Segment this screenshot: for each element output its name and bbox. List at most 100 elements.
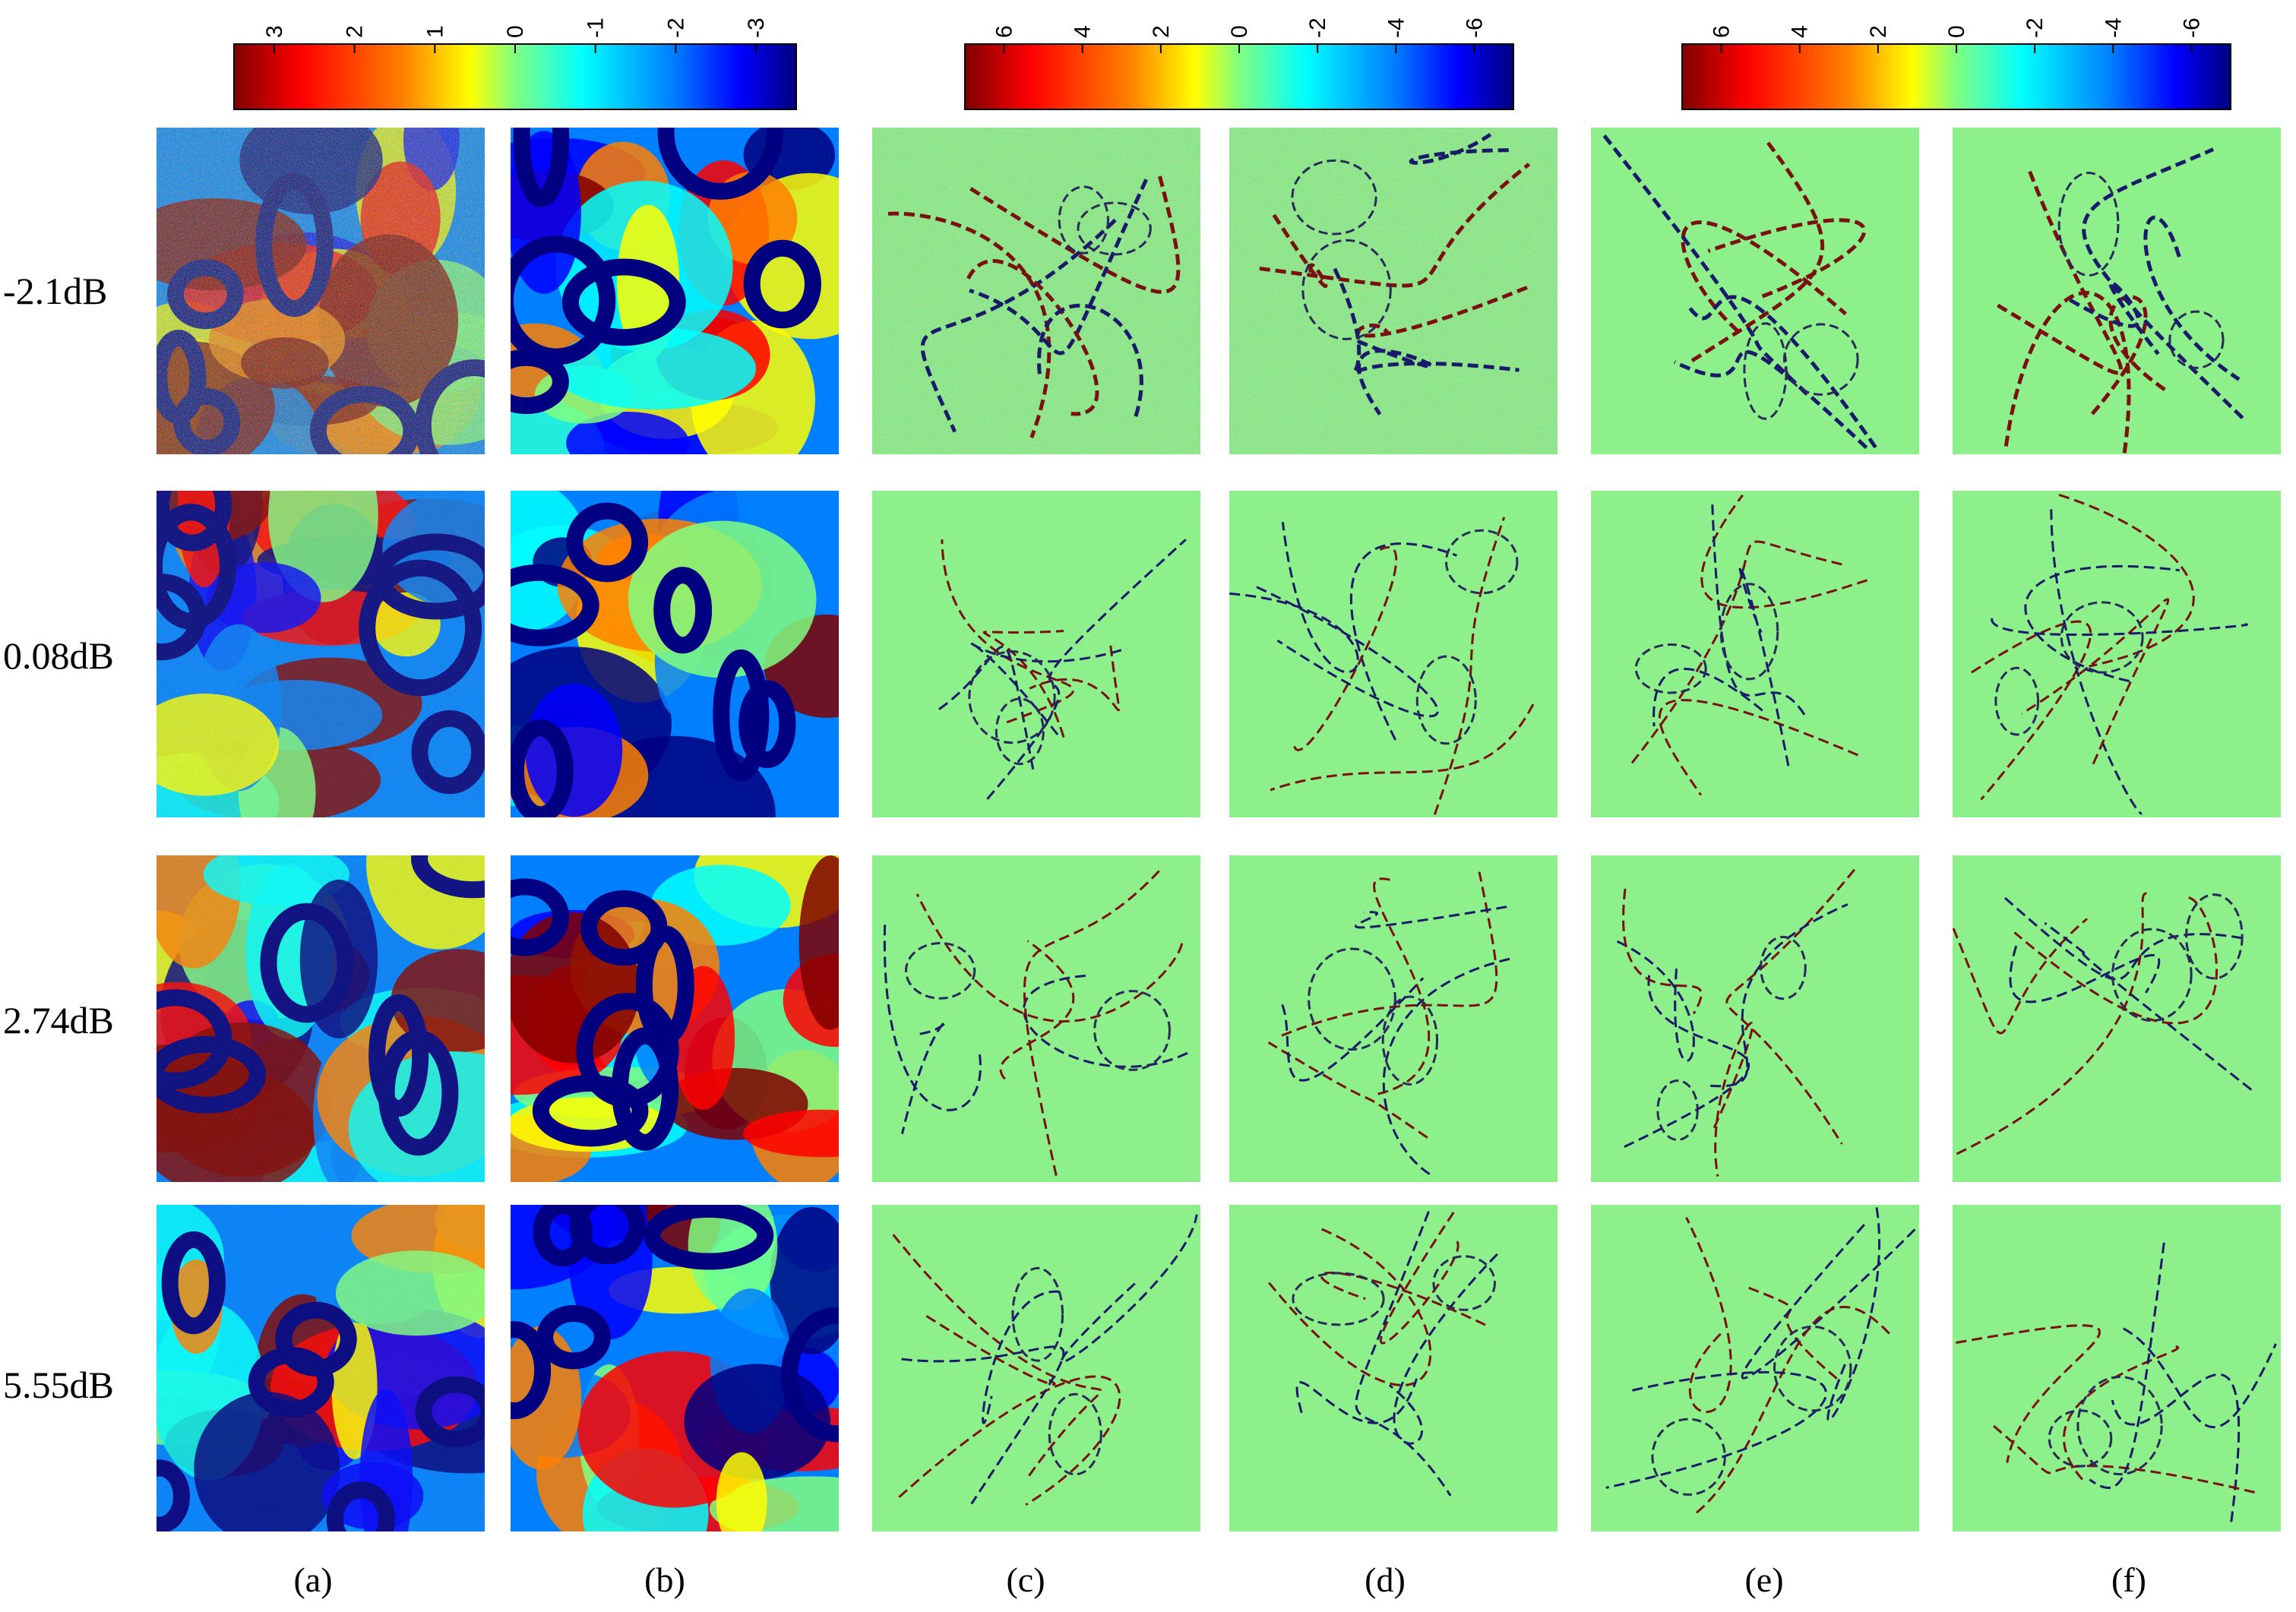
error-contour (1681, 220, 1847, 333)
error-contour (1622, 888, 1703, 1015)
error-ring (2060, 601, 2144, 674)
fringe-ring (511, 564, 599, 646)
noise-overlay (157, 128, 485, 454)
error-contour (1652, 668, 1763, 727)
colorbar-3-tick-label: 0 (1944, 25, 1969, 38)
error-contour (1388, 1253, 1498, 1445)
panel-r2-b (511, 491, 839, 817)
error-contour (1023, 974, 1188, 1068)
error-ring (2185, 893, 2244, 980)
panel-r1-d (1229, 128, 1558, 454)
colorbar-2-tick-label: 4 (1071, 25, 1096, 38)
colorbar-group-2: 6 4 2 0 -2 -4 -6 (964, 17, 1514, 110)
error-contour (883, 920, 982, 1111)
error-contour (1037, 303, 1143, 417)
error-contour (901, 1345, 1065, 1505)
error-ring (1291, 159, 1377, 235)
fringe-ring (644, 1205, 774, 1270)
fringe-ring (511, 1321, 552, 1420)
panel-r2-e (1591, 491, 1919, 817)
error-contour (1673, 349, 1868, 450)
error-contour (1738, 565, 1790, 766)
panel-r4-b (511, 1205, 839, 1531)
error-ring (968, 650, 1056, 744)
error-ring (1292, 1272, 1385, 1326)
colorbar-1-tick-label: 3 (262, 25, 287, 38)
fringe-ring (513, 128, 570, 207)
colorbar-3-tick-label: 4 (1788, 25, 1813, 38)
error-contour (966, 175, 1181, 294)
colorbar-2-tick-label: 0 (1227, 25, 1252, 38)
error-contour (1281, 871, 1498, 1037)
error-contour (916, 893, 1184, 1023)
error-contour (2123, 1327, 2277, 1428)
error-ring (995, 697, 1045, 766)
error-contour (2002, 895, 2243, 981)
colorbar-3-tick-label: -4 (2101, 17, 2126, 38)
panel-grid (157, 128, 2281, 1531)
error-contour (1686, 295, 1877, 449)
error-contour (1614, 939, 1695, 1062)
panel-r3-b (511, 855, 839, 1182)
error-contour (1295, 1378, 1418, 1424)
error-contour (2063, 1345, 2180, 1484)
error-contour (2082, 147, 2244, 419)
error-ring (1656, 1079, 1699, 1141)
error-ring (2111, 928, 2193, 1022)
fringe-ring (713, 649, 770, 782)
error-contour (1630, 540, 1845, 764)
colorbar-1-tick-label: 0 (503, 25, 528, 38)
error-contour (1692, 1306, 1890, 1517)
error-contour (1433, 517, 1506, 815)
error-ring (1308, 947, 1396, 1051)
fringe-ring (511, 235, 616, 365)
error-contour (1281, 977, 1425, 1082)
error-contour (1270, 703, 1535, 792)
error-contour (1029, 645, 1121, 712)
error-contour (1605, 1370, 1827, 1489)
error-contour (935, 645, 1035, 770)
colorbar-2-tick-label: -6 (1462, 17, 1487, 38)
error-contour (1971, 620, 2092, 801)
colorbar-1-tick-label: -3 (744, 17, 769, 38)
error-contour (1265, 1228, 1432, 1386)
colorbar-1-tick-label: -2 (663, 17, 688, 38)
error-contour (941, 539, 1075, 724)
error-ring (1651, 1418, 1726, 1496)
error-contour (1993, 1424, 2260, 1495)
panel-background (1953, 491, 2281, 817)
colorbar-3-tick-label: -6 (2179, 17, 2204, 38)
row-label-4: 5.55dB (3, 1364, 114, 1406)
error-contour (1060, 1214, 1198, 1364)
panel-background (1229, 855, 1558, 1182)
error-contour (2024, 565, 2180, 683)
noise-overlay (157, 491, 485, 817)
error-contour (969, 641, 1127, 736)
error-contour (2069, 280, 2160, 356)
column-label-b: (b) (644, 1560, 685, 1599)
error-contour (1620, 975, 1750, 1150)
error-contour (1713, 1022, 1754, 1177)
error-ring (1634, 643, 1707, 694)
colorbar-3-tick-label: 6 (1709, 25, 1735, 38)
column-label-a: (a) (293, 1560, 332, 1599)
panel-r1-c (872, 128, 1200, 454)
error-ring (1444, 529, 1519, 595)
colorbar-2-tick-label: 2 (1149, 25, 1174, 38)
colorbar-2-tick-label: -4 (1384, 17, 1409, 38)
panel-background (1591, 491, 1919, 817)
error-ring (1719, 583, 1779, 681)
error-ring (2076, 1375, 2163, 1476)
fringe-ring (657, 128, 784, 200)
error-contour (920, 218, 1117, 433)
error-ring (1048, 1392, 1102, 1476)
fringe-ring (653, 567, 713, 654)
fringe-ring (511, 878, 570, 956)
error-contour (1372, 877, 1431, 1097)
colorbar-2-tick-label: -2 (1305, 17, 1330, 38)
panel-r3-a (157, 855, 485, 1182)
error-contour (1267, 1041, 1428, 1139)
panel-background (1591, 1205, 1919, 1531)
colorbar-group-3: 6 4 2 0 -2 -4 -6 (1681, 17, 2231, 110)
error-contour (2111, 1373, 2241, 1522)
